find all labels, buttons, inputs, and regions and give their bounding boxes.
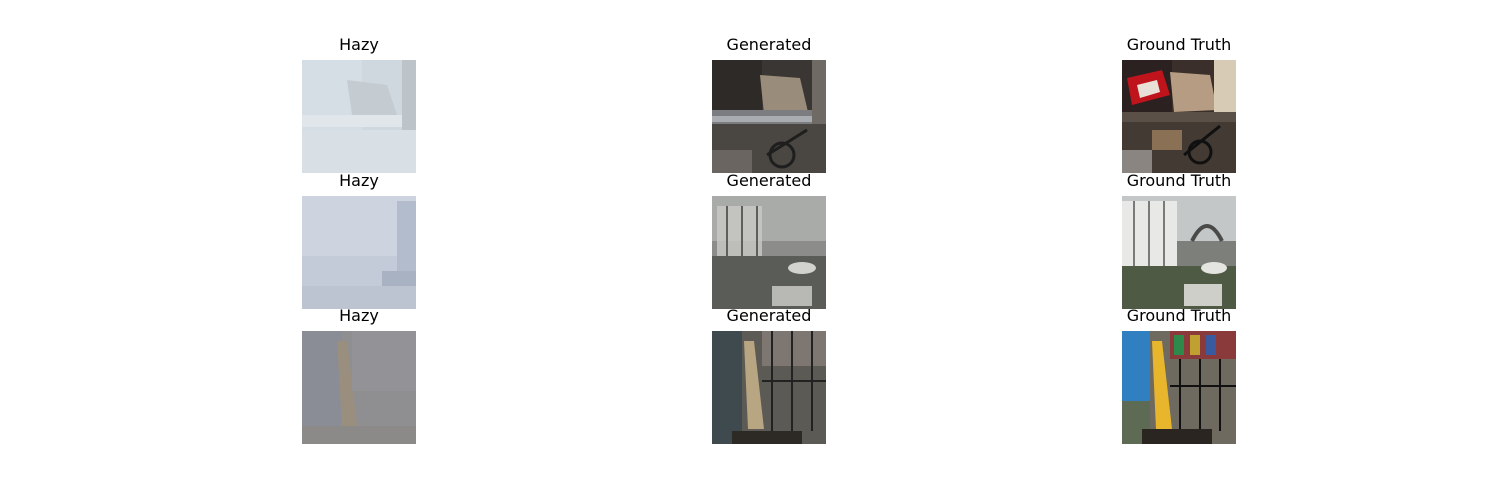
panel-title: Ground Truth bbox=[1126, 35, 1232, 54]
hazy-image bbox=[302, 60, 416, 173]
hazy-image bbox=[302, 331, 416, 444]
panel-title: Ground Truth bbox=[1126, 171, 1232, 190]
panel-title: Hazy bbox=[339, 35, 379, 54]
generated-image bbox=[712, 60, 826, 173]
ground-truth-image bbox=[1122, 196, 1236, 309]
ground-truth-image bbox=[1122, 60, 1236, 173]
panel-title: Hazy bbox=[339, 306, 379, 325]
hazy-image bbox=[302, 196, 416, 309]
ground-truth-image bbox=[1122, 331, 1236, 444]
panel-title: Hazy bbox=[339, 171, 379, 190]
panel-title: Ground Truth bbox=[1126, 306, 1232, 325]
generated-image bbox=[712, 331, 826, 444]
panel-title: Generated bbox=[726, 171, 812, 190]
generated-image bbox=[712, 196, 826, 309]
panel-title: Generated bbox=[726, 35, 812, 54]
panel-title: Generated bbox=[726, 306, 812, 325]
